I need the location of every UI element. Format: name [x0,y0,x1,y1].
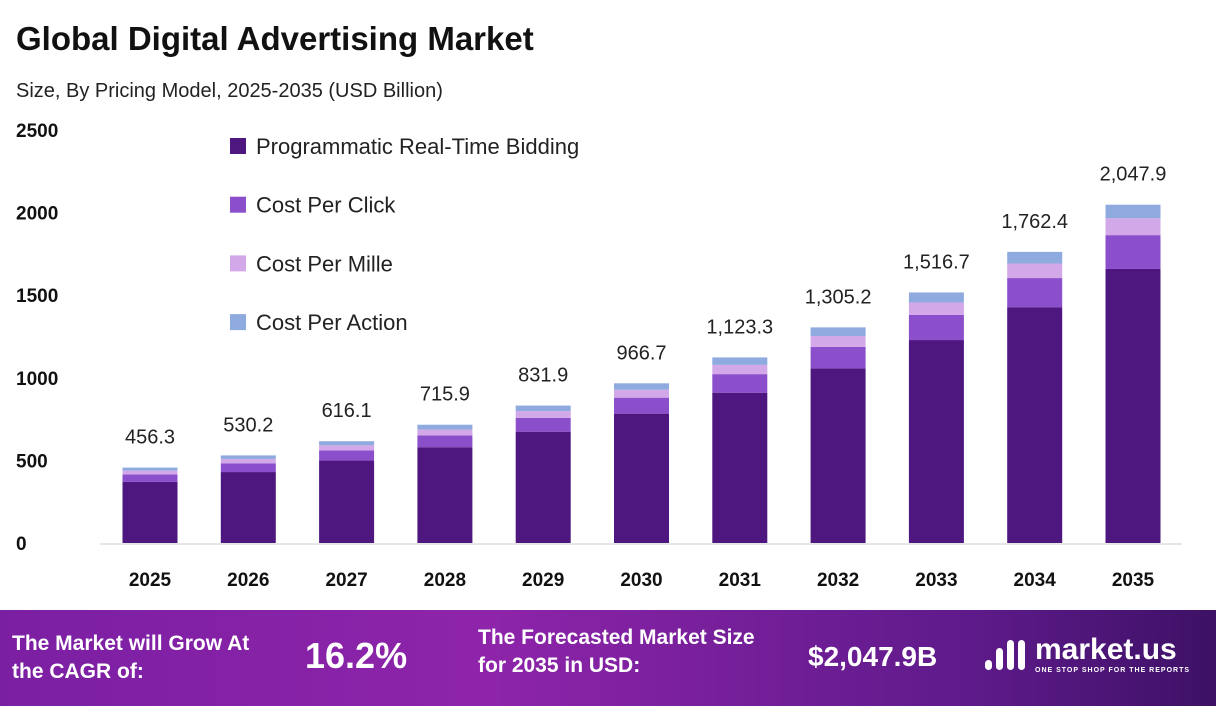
x-tick-label: 2031 [719,570,762,591]
bar-segment [122,470,178,475]
bar-segment [122,467,178,471]
forecast-value: $2,047.9B [808,641,938,672]
bar-segment [1007,263,1063,279]
bar-segment [319,441,375,446]
x-tick-label: 2034 [1014,570,1057,591]
bar-segment [1105,204,1161,219]
chart-subtitle: Size, By Pricing Model, 2025-2035 (USD B… [16,80,443,102]
bar-segment [1007,251,1063,264]
bar-segment [712,357,768,365]
bar-segment [319,460,375,543]
y-tick-label: 1000 [16,369,58,390]
x-tick-label: 2029 [522,570,564,591]
logo-name: market.us [1035,633,1177,666]
bar-segment [122,474,178,482]
bar-segment [417,435,473,448]
y-tick-label: 500 [16,451,48,472]
bar-segment [1007,307,1063,543]
chart-title: Global Digital Advertising Market [16,20,534,57]
y-tick-label: 0 [16,534,27,555]
bar-segment [515,431,571,543]
legend-swatch [230,314,246,331]
legend-label: Cost Per Action [256,310,408,335]
bar-segment [417,424,473,430]
bar-segment [614,383,669,390]
bar-segment [515,405,571,412]
footer-banner: The Market will Grow At the CAGR of: 16.… [0,610,1216,706]
bar-segment [515,411,571,418]
x-tick-label: 2033 [915,570,957,591]
x-tick-label: 2027 [325,570,367,591]
bar-segment [515,417,571,432]
legend-swatch [230,255,246,272]
legend-label: Programmatic Real-Time Bidding [256,134,579,159]
stacked-bar-chart: 0 500 1000 1500 2000 2500 456.3 2025 530.2 2026 61… [16,121,1182,591]
bar-segment [810,327,866,337]
legend-label: Cost Per Mille [256,251,393,276]
bar-segment [417,429,473,436]
forecast-label: The Forecasted Market Size for 2035 in U… [478,626,755,677]
total-label: 1,762.4 [1001,211,1068,233]
total-label: 456.3 [125,427,175,449]
total-label: 831.9 [518,365,568,387]
x-tick-label: 2026 [227,570,269,591]
legend-swatch [230,196,246,213]
total-label: 1,305.2 [805,286,872,308]
bar-segment [220,455,276,459]
bar-segment [614,397,669,414]
x-tick-label: 2035 [1112,570,1155,591]
bar-segment [614,389,669,398]
cagr-value: 16.2% [305,635,408,676]
bar-segment [1007,278,1063,308]
market-us-logo: market.us ONE STOP SHOP FOR THE REPORTS [985,632,1210,684]
bar-segment [810,368,866,543]
bar-segment [417,447,473,543]
x-tick-label: 2028 [424,570,466,591]
x-tick-label: 2030 [620,570,662,591]
logo-tagline: ONE STOP SHOP FOR THE REPORTS [1035,667,1191,674]
legend-swatch [230,138,246,154]
bar-segment [1105,268,1161,543]
logo-mark-icon [985,640,1027,670]
total-label: 715.9 [420,384,470,406]
y-tick-label: 2000 [16,204,58,225]
bar-segment [1105,235,1161,269]
bar-segment [712,364,768,375]
bar-segment [908,340,964,543]
bar-segment [908,314,964,341]
bar-segment [712,374,768,393]
bar-segment [712,392,768,543]
bar-segment [810,346,866,369]
bar-segment [220,472,276,543]
total-label: 530.2 [223,414,273,436]
x-tick-label: 2025 [129,570,172,591]
cagr-label: The Market will Grow At the CAGR of: [12,632,250,683]
x-tick-label: 2032 [817,570,859,591]
bar-segment [908,302,964,315]
bar-segment [220,458,276,464]
bar-segment [908,292,964,303]
total-label: 966.7 [616,342,666,364]
bar-segment [810,336,866,347]
bar-segment [319,450,375,461]
bar-segment [220,463,276,473]
y-tick-label: 1500 [16,286,58,307]
total-label: 1,516.7 [903,251,970,273]
total-label: 2,047.9 [1100,164,1167,186]
bar-segment [1105,218,1161,236]
legend-label: Cost Per Click [256,193,396,218]
bar-segment [614,413,669,543]
bar-segment [319,445,375,451]
total-label: 616.1 [322,400,372,422]
total-label: 1,123.3 [706,316,773,338]
bar-segment [122,481,178,543]
y-tick-label: 2500 [16,121,58,142]
